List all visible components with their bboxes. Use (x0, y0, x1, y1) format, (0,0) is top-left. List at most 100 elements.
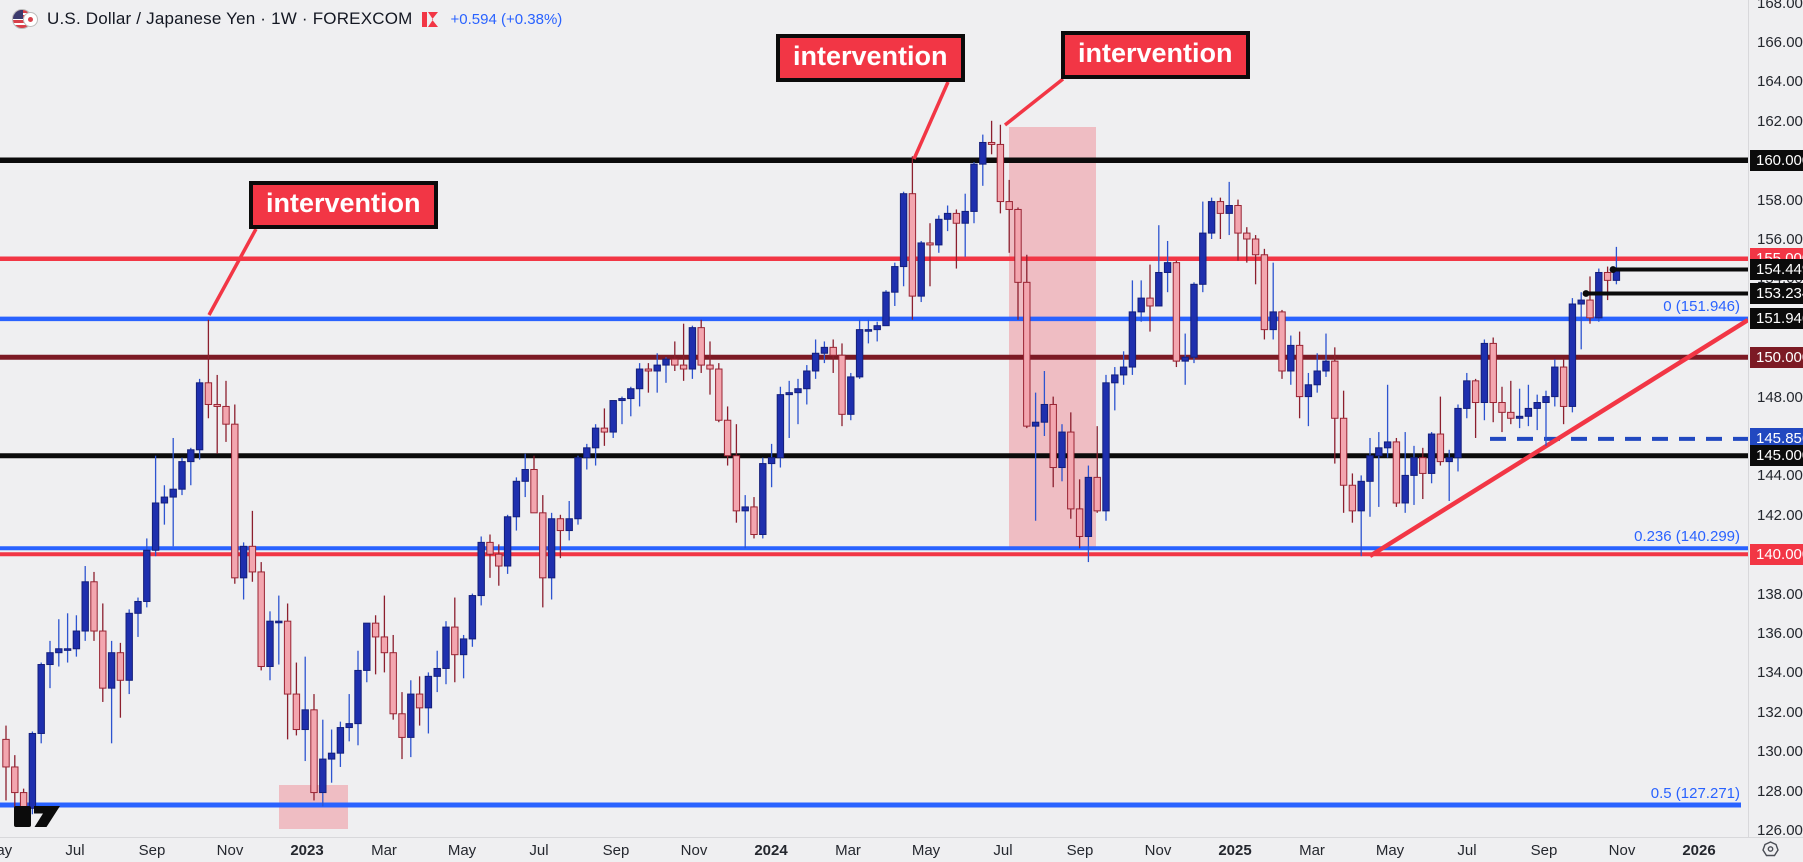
price-badge-151.946: 151.946 (1750, 308, 1803, 330)
candle-body (662, 358, 670, 366)
ascending-trendline[interactable] (1368, 318, 1748, 558)
candle-body (371, 622, 380, 638)
price-tick: 130.000 (1757, 743, 1803, 761)
ray-anchor-dot[interactable] (1582, 290, 1590, 297)
highlight-region[interactable] (1009, 127, 1096, 548)
price-tick: 132.000 (1757, 703, 1803, 721)
price-badge-145.856: 145.856 (1750, 428, 1803, 450)
price-badge-160.000: 160.000 (1750, 149, 1803, 171)
time-tick-Sep: Sep (138, 842, 166, 859)
candle-body (864, 329, 873, 332)
intervention-label-1[interactable]: intervention (249, 181, 438, 229)
candle-body (1577, 299, 1585, 305)
candle-body (451, 626, 459, 656)
time-tick-Mar: Mar (371, 842, 397, 859)
candle-body (1128, 311, 1137, 368)
candle-body (600, 427, 609, 433)
candle-body (644, 368, 653, 372)
candle-body (407, 693, 415, 738)
time-tick-Jul: Jul (65, 842, 85, 859)
candle-body (1190, 283, 1198, 358)
candle-body (891, 266, 899, 293)
price-tick: 164.000 (1757, 73, 1803, 91)
timezone-badge-icon[interactable] (1762, 841, 1779, 858)
annotation-pointer[interactable] (207, 228, 258, 316)
price-tick: 158.000 (1757, 191, 1803, 209)
price-badge-145.000: 145.000 (1750, 445, 1803, 467)
symbol-header[interactable]: U.S. Dollar / Japanese Yen · 1W · FOREXC… (12, 8, 562, 30)
tradingview-logo[interactable] (14, 800, 106, 828)
time-tick-May: May (0, 842, 13, 859)
candle-body (266, 620, 274, 667)
candle-body (1005, 201, 1013, 210)
candle-body (706, 364, 714, 370)
candle-body (1401, 474, 1409, 504)
price-badge-140.000: 140.000 (1750, 543, 1803, 565)
symbol-title[interactable]: U.S. Dollar / Japanese Yen · 1W · FOREXC… (47, 9, 413, 28)
time-tick-Mar: Mar (1299, 842, 1325, 859)
candle-body (1392, 441, 1401, 504)
candle-body (943, 212, 952, 220)
candle-body (732, 455, 741, 512)
price-tick: 126.000 (1757, 822, 1803, 839)
candle-body (1366, 455, 1374, 482)
price-badge-154.449: 154.449 (1750, 259, 1803, 281)
candle-body (319, 758, 327, 794)
candle-body (143, 549, 151, 602)
candle-body (1287, 344, 1295, 372)
annotation-pointer[interactable] (1003, 77, 1065, 127)
candle-body (952, 212, 961, 224)
ray-anchor-dot[interactable] (1609, 266, 1617, 273)
candle-body (820, 346, 829, 354)
price-tick: 166.000 (1757, 34, 1803, 51)
candle-body (1067, 431, 1075, 510)
time-tick-Jul: Jul (1457, 842, 1477, 859)
forexcom-logo-icon (421, 11, 438, 27)
intervention-label-2[interactable]: intervention (776, 34, 965, 82)
candle-body (1515, 415, 1524, 419)
candle-body (468, 595, 477, 640)
price-chart[interactable]: 0 (151.946) 0.236 (140.299) 0.5 (127.271) (0, 0, 1748, 837)
candle-body (81, 581, 89, 632)
price-tick: 142.000 (1757, 506, 1803, 524)
fib-level-label: 0.236 (140.299) (1634, 528, 1740, 545)
time-tick-Nov: Nov (1144, 842, 1172, 859)
time-tick-Sep: Sep (1066, 842, 1094, 859)
candle-body (1216, 201, 1225, 214)
candle-body (1014, 208, 1022, 283)
candle-body (327, 752, 336, 760)
candle-body (627, 388, 635, 400)
candle-body (873, 325, 881, 331)
time-tick-May: May (447, 842, 477, 859)
candle-body (855, 329, 864, 378)
time-tick-Jul: Jul (993, 842, 1013, 859)
candle-body (1137, 297, 1145, 313)
price-axis[interactable]: 168.000 166.000 164.000 162.000 158.000 156.0… (1748, 0, 1803, 839)
candle-body (1181, 356, 1189, 362)
candle-body (609, 400, 617, 433)
candle-body (1295, 344, 1304, 398)
candle-body (512, 480, 521, 518)
annotation-pointer[interactable] (912, 81, 950, 160)
candle-body (398, 713, 406, 738)
candle-body (838, 354, 846, 415)
candle-body (222, 405, 230, 425)
candle-body (574, 457, 582, 520)
candle-body (811, 352, 820, 372)
candle-body (1322, 360, 1330, 372)
time-axis[interactable]: May Jul Sep Nov 2023 Mar May Jul Sep Nov 2024 Mar Ma… (0, 837, 1803, 862)
candle-body (1075, 508, 1084, 537)
candle-body (697, 327, 705, 366)
candle-body (1463, 380, 1471, 409)
candle-body (1445, 457, 1453, 463)
candle-body (275, 620, 283, 624)
candle-body (107, 652, 116, 689)
candle-body (1172, 262, 1181, 362)
time-tick-Mar: Mar (835, 842, 861, 859)
candle-body (961, 210, 969, 224)
candle-body (195, 382, 204, 451)
intervention-label-3[interactable]: intervention (1061, 31, 1250, 79)
candle-body (539, 512, 547, 579)
time-tick-2026: 2026 (1682, 842, 1716, 859)
candle-body (248, 545, 257, 573)
